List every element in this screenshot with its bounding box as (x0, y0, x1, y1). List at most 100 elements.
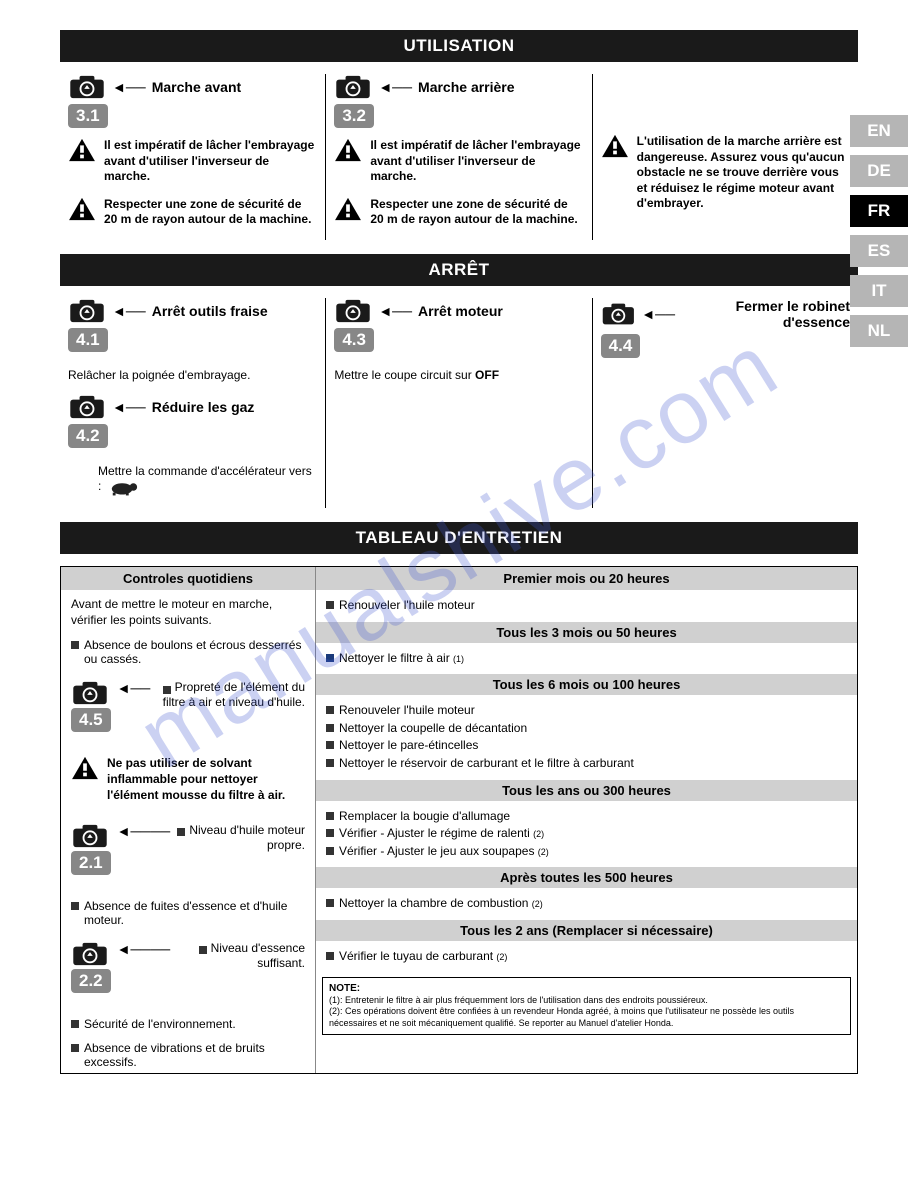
item-filtre: Propreté de l'élément du filtre à air et… (163, 680, 305, 709)
bullet-icon (326, 759, 334, 767)
label-fermer-robinet: Fermer le robinet d'essence (681, 298, 850, 330)
badge-4-5: 4.5 (71, 708, 111, 732)
lang-en[interactable]: EN (850, 115, 908, 147)
section-entretien-header: TABLEAU D'ENTRETIEN (60, 522, 858, 554)
warn-text: Respecter une zone de sécurité de 20 m d… (104, 197, 317, 228)
bullet-icon (199, 946, 207, 954)
controles-header: Controles quotidiens (61, 567, 315, 590)
item: Renouveler l'huile moteur (339, 598, 475, 614)
lang-de[interactable]: DE (850, 155, 908, 187)
language-tabs: EN DE FR ES IT NL (850, 115, 908, 347)
badge-3-2: 3.2 (334, 104, 374, 128)
bullet-icon (71, 902, 79, 910)
item: Vérifier le tuyau de carburant (339, 949, 496, 963)
bullet-icon (326, 654, 334, 662)
text-relacher: Relâcher la poignée d'embrayage. (68, 368, 317, 382)
camera-icon (334, 298, 372, 324)
camera-icon (71, 680, 109, 706)
schedule-h5: Après toutes les 500 heures (316, 867, 857, 888)
col-arret-outils: ◄── Arrêt outils fraise 4.1 Relâcher la … (60, 298, 325, 508)
item: Nettoyer le réservoir de carburant et le… (339, 756, 634, 772)
bullet-icon (326, 601, 334, 609)
ref: (2) (533, 829, 544, 839)
text-accelerateur: Mettre la commande d'accélérateur vers : (68, 464, 317, 496)
arrow-left-icon: ◄── (378, 303, 412, 319)
lang-nl[interactable]: NL (850, 315, 908, 347)
item-vibrations: Absence de vibrations et de bruits exces… (84, 1041, 305, 1069)
badge-4-1: 4.1 (68, 328, 108, 352)
arret-columns: ◄── Arrêt outils fraise 4.1 Relâcher la … (60, 298, 858, 508)
item: Nettoyer la chambre de combustion (339, 896, 532, 910)
item-fuites: Absence de fuites d'essence et d'huile m… (84, 899, 305, 927)
schedule-h2: Tous les 3 mois ou 50 heures (316, 622, 857, 643)
maint-left-col: Controles quotidiens Avant de mettre le … (61, 567, 316, 1073)
bullet-icon (326, 829, 334, 837)
arrow-left-icon: ◄──── (117, 941, 171, 957)
note-label: NOTE: (329, 983, 360, 994)
label-reduire-gaz: Réduire les gaz (152, 399, 255, 415)
bullet-icon (326, 741, 334, 749)
bullet-icon (326, 899, 334, 907)
item-securite: Sécurité de l'environnement. (84, 1017, 236, 1031)
text-off: OFF (475, 368, 499, 382)
bullet-icon (71, 1020, 79, 1028)
text-part-a: Mettre le coupe circuit sur (334, 368, 475, 382)
intro-text: Avant de mettre le moteur en marche, vér… (61, 590, 315, 634)
item: Nettoyer le filtre à air (339, 651, 453, 665)
badge-2-1: 2.1 (71, 851, 111, 875)
camera-icon (68, 298, 106, 324)
warning-icon (68, 197, 96, 221)
arrow-left-icon: ◄── (112, 399, 146, 415)
camera-icon (334, 74, 372, 100)
bullet-icon (163, 686, 171, 694)
badge-4-2: 4.2 (68, 424, 108, 448)
ref: (2) (538, 847, 549, 857)
bullet-icon (326, 952, 334, 960)
maintenance-table: Controles quotidiens Avant de mettre le … (60, 566, 858, 1074)
badge-3-1: 3.1 (68, 104, 108, 128)
item-huile: Niveau d'huile moteur propre. (189, 823, 305, 852)
warning-icon (334, 197, 362, 221)
maint-right-col: Premier mois ou 20 heures Renouveler l'h… (316, 567, 857, 1073)
item-essence: Niveau d'essence suffisant. (211, 941, 305, 970)
camera-icon (68, 394, 106, 420)
badge-4-3: 4.3 (334, 328, 374, 352)
bullet-icon (326, 724, 334, 732)
col-marche-arriere-danger: L'utilisation de la marche arrière est d… (592, 74, 858, 240)
arrow-left-icon: ◄──── (117, 823, 171, 839)
bullet-icon (177, 828, 185, 836)
text-coupe-circuit: Mettre le coupe circuit sur OFF (334, 368, 583, 382)
utilisation-columns: ◄── Marche avant 3.1 Il est impératif de… (60, 74, 858, 240)
item: Vérifier - Ajuster le jeu aux soupapes (339, 844, 538, 858)
schedule-h6: Tous les 2 ans (Remplacer si nécessaire) (316, 920, 857, 941)
camera-icon (71, 941, 109, 967)
warn-text: Il est impératif de lâcher l'embrayage a… (104, 138, 317, 185)
section-arret-header: ARRÊT (60, 254, 858, 286)
schedule-h4: Tous les ans ou 300 heures (316, 780, 857, 801)
ref: (1) (453, 654, 464, 664)
col-fermer-robinet: ◄── Fermer le robinet d'essence 4.4 (592, 298, 858, 508)
lang-it[interactable]: IT (850, 275, 908, 307)
turtle-icon (109, 478, 139, 496)
lang-fr[interactable]: FR (850, 195, 908, 227)
warning-icon (601, 134, 629, 158)
camera-icon (601, 301, 636, 327)
item: Renouveler l'huile moteur (339, 703, 475, 719)
col-arret-moteur: ◄── Arrêt moteur 4.3 Mettre le coupe cir… (325, 298, 591, 508)
item: Nettoyer la coupelle de décantation (339, 721, 527, 737)
label-arret-moteur: Arrêt moteur (418, 303, 503, 319)
bullet-icon (326, 812, 334, 820)
note-1: (1): Entretenir le filtre à air plus fré… (329, 995, 708, 1005)
item: Remplacer la bougie d'allumage (339, 809, 510, 825)
bullet-icon (71, 1044, 79, 1052)
lang-es[interactable]: ES (850, 235, 908, 267)
note-box: NOTE: (1): Entretenir le filtre à air pl… (322, 977, 851, 1035)
bullet-icon (71, 641, 79, 649)
arrow-left-icon: ◄── (117, 680, 151, 696)
label-marche-arriere: Marche arrière (418, 79, 515, 95)
warning-icon (68, 138, 96, 162)
schedule-h3: Tous les 6 mois ou 100 heures (316, 674, 857, 695)
item: Vérifier - Ajuster le régime de ralenti (339, 826, 533, 840)
badge-4-4: 4.4 (601, 334, 641, 358)
arrow-left-icon: ◄── (112, 79, 146, 95)
